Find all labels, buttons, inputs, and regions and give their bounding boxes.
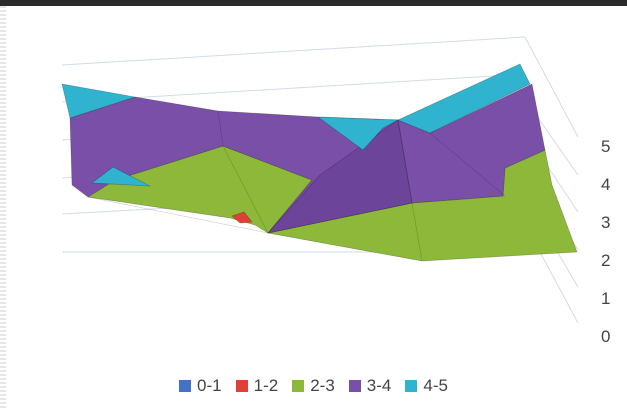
z-axis-ticks: 5 4 3 2 1 0 (601, 137, 610, 346)
legend-item-0-1: 0-1 (179, 376, 222, 396)
facet-edge (222, 145, 269, 234)
legend-item-3-4: 3-4 (348, 376, 392, 396)
facet-edge (397, 119, 413, 204)
facet-edge (429, 132, 506, 197)
facet-edge (217, 110, 224, 147)
legend-swatch (179, 380, 192, 392)
facet-edge (87, 196, 269, 234)
surface-facets (87, 110, 506, 262)
legend-label: 0-1 (197, 376, 222, 395)
surface-band-1-2 (231, 211, 253, 224)
legend-item-4-5: 4-5 (405, 376, 448, 396)
gridline (524, 36, 579, 138)
z-tick-label: 1 (601, 289, 610, 308)
legend-item-1-2: 1-2 (235, 376, 279, 396)
z-tick-label: 2 (601, 251, 610, 270)
gridline (61, 36, 526, 66)
z-tick-label: 4 (601, 175, 610, 194)
surface-band-4-5 (61, 83, 136, 119)
legend-label: 4-5 (423, 376, 448, 395)
legend-item-2-3: 2-3 (292, 376, 335, 396)
legend-label: 1-2 (253, 376, 279, 395)
legend-swatch (405, 380, 418, 392)
legend-swatch (292, 380, 305, 392)
legend-swatch (235, 380, 248, 392)
surface-band-4-5 (397, 63, 531, 134)
chart-legend: 0-1 1-2 2-3 3-4 4-5 (0, 372, 627, 400)
legend-swatch (348, 380, 361, 392)
surface-band-4-5 (91, 166, 151, 187)
facet-edge (411, 202, 423, 262)
surface-band-4-5 (317, 116, 399, 151)
legend-label: 3-4 (366, 376, 392, 395)
window-top-border (0, 0, 627, 6)
gridline (539, 251, 579, 324)
gridline (61, 73, 528, 103)
surface (61, 63, 578, 262)
z-tick-label: 5 (601, 137, 610, 156)
z-tick-label: 0 (601, 327, 610, 346)
z-tick-label: 3 (601, 213, 610, 232)
legend-label: 2-3 (310, 376, 335, 395)
window-left-edge (0, 6, 6, 410)
